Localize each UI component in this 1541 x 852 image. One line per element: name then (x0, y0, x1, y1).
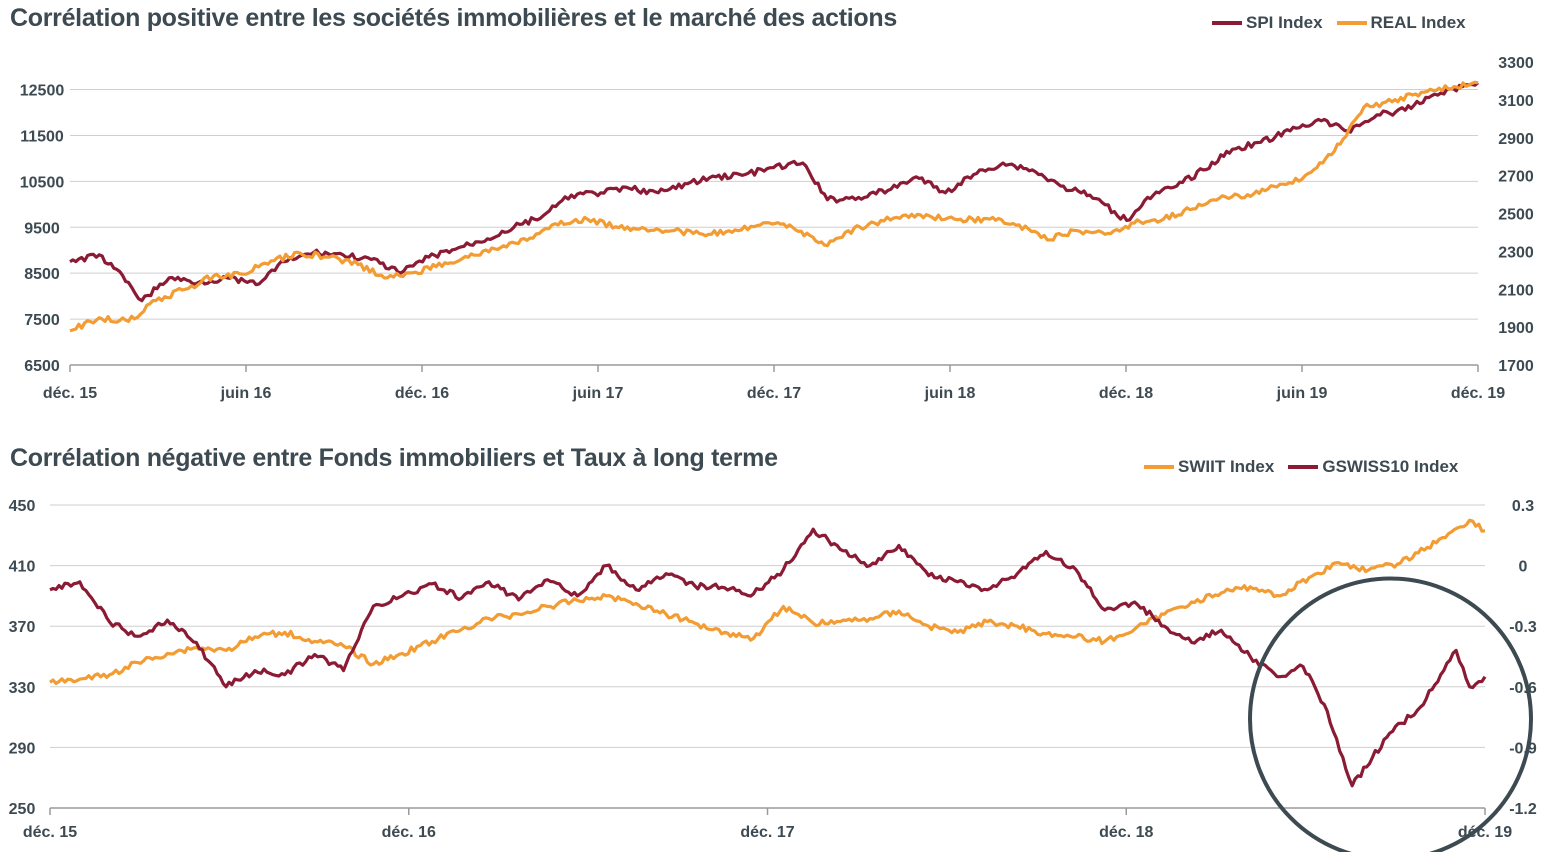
series-line-real-index (69, 80, 1479, 333)
y-tick-left-top: 11500 (20, 128, 64, 145)
y-tick-right-bottom: 0 (1519, 559, 1528, 576)
y-tick-right-bottom: -0.9 (1509, 740, 1537, 757)
x-tick-label-bottom: déc. 15 (23, 824, 77, 841)
legend-bottom: SWIIT Index GSWISS10 Index (1130, 457, 1458, 477)
y-tick-right-bottom: -0.6 (1509, 680, 1537, 697)
x-tick-label-top: déc. 19 (1451, 385, 1505, 402)
y-tick-right-top: 2900 (1498, 131, 1534, 148)
y-tick-right-bottom: -1.2 (1509, 801, 1537, 818)
x-tick-label-top: juin 19 (1276, 385, 1328, 402)
legend-swatch-gswiss10 (1288, 465, 1319, 469)
x-tick-label-top: déc. 15 (43, 385, 97, 402)
legend-swatch-swiit (1144, 465, 1174, 469)
y-tick-left-bottom: 370 (9, 619, 36, 636)
legend-label-real: REAL Index (1370, 13, 1466, 32)
x-tick-label-top: juin 16 (220, 385, 272, 402)
highlight-circle (1248, 576, 1533, 852)
y-tick-right-bottom: 0.3 (1512, 498, 1534, 515)
y-tick-left-bottom: 290 (9, 740, 36, 757)
chart-title-bottom: Corrélation négative entre Fonds immobil… (10, 444, 778, 472)
legend-label-swiit: SWIIT Index (1178, 457, 1275, 476)
y-tick-right-bottom: -0.3 (1509, 619, 1537, 636)
y-tick-left-bottom: 250 (9, 801, 36, 818)
x-tick-label-top: déc. 16 (395, 385, 449, 402)
y-tick-left-top: 12500 (20, 83, 65, 100)
x-tick-label-bottom: déc. 19 (1458, 824, 1512, 841)
legend-swatch-spi (1212, 21, 1242, 25)
y-tick-left-top: 10500 (20, 174, 65, 191)
y-tick-right-top: 1900 (1498, 320, 1534, 337)
y-tick-right-top: 3100 (1498, 93, 1534, 110)
x-tick-label-top: déc. 17 (747, 385, 801, 402)
x-tick-label-bottom: déc. 18 (1099, 824, 1153, 841)
y-tick-right-top: 2300 (1498, 244, 1534, 261)
series-line-gswiss10-index (49, 527, 1487, 788)
chart-title-top: Corrélation positive entre les sociétés … (10, 4, 897, 32)
x-tick-label-top: juin 18 (924, 385, 976, 402)
legend-swatch-real (1336, 21, 1367, 25)
legend-label-spi: SPI Index (1246, 13, 1323, 32)
legend-item-gswiss10: GSWISS10 Index (1288, 457, 1458, 477)
y-tick-left-top: 8500 (24, 266, 60, 283)
y-tick-left-top: 6500 (24, 358, 60, 375)
y-tick-right-top: 2500 (1498, 207, 1534, 224)
y-tick-left-bottom: 330 (9, 680, 36, 697)
legend-item-real: REAL Index (1336, 13, 1466, 33)
legend-item-swiit: SWIIT Index (1144, 457, 1274, 477)
x-tick-label-top: juin 17 (572, 385, 624, 402)
legend-label-gswiss10: GSWISS10 Index (1322, 457, 1459, 476)
legend-top: SPI Index REAL Index (1198, 13, 1466, 33)
y-tick-right-top: 2100 (1498, 282, 1534, 299)
y-tick-right-top: 2700 (1498, 169, 1534, 186)
x-tick-label-bottom: déc. 17 (740, 824, 794, 841)
series-line-spi-index (69, 81, 1480, 303)
y-tick-left-top: 7500 (24, 312, 60, 329)
y-tick-left-bottom: 410 (9, 559, 36, 576)
y-tick-left-top: 9500 (24, 220, 60, 237)
y-tick-left-bottom: 450 (9, 498, 36, 515)
series-line-swiit-index (49, 518, 1486, 685)
x-tick-label-bottom: déc. 16 (382, 824, 436, 841)
y-tick-right-top: 1700 (1498, 358, 1534, 375)
x-tick-label-top: déc. 18 (1099, 385, 1153, 402)
legend-item-spi: SPI Index (1212, 13, 1323, 33)
y-tick-right-top: 3300 (1498, 55, 1534, 72)
